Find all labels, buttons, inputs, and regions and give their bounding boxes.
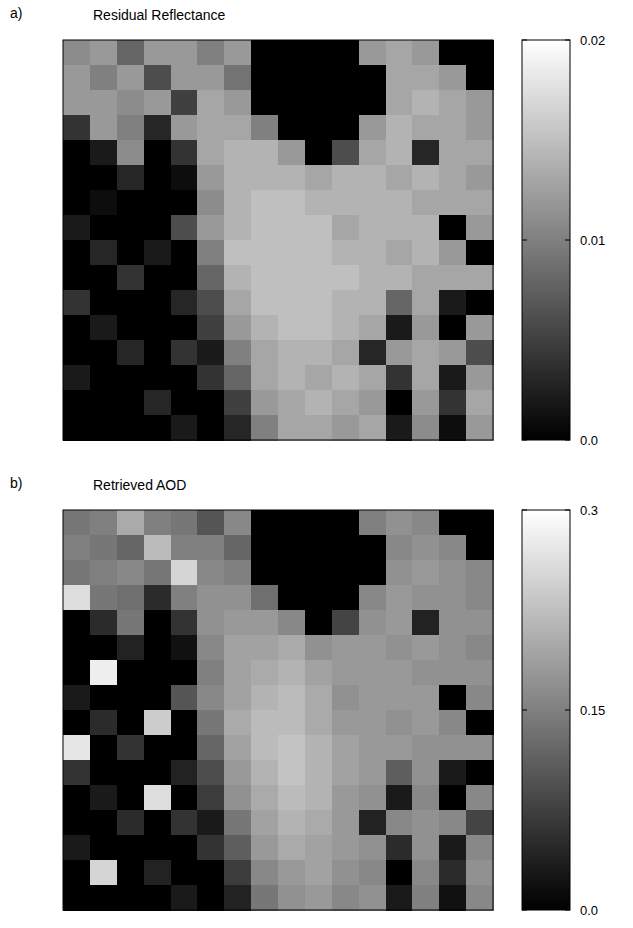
svg-text:0.0: 0.0	[580, 903, 598, 918]
svg-text:0.0: 0.0	[580, 433, 598, 448]
svg-text:b): b)	[10, 475, 22, 491]
svg-text:0.15: 0.15	[580, 703, 605, 718]
svg-text:Retrieved AOD: Retrieved AOD	[93, 477, 186, 493]
svg-text:0.01: 0.01	[580, 233, 605, 248]
svg-text:0.3: 0.3	[580, 503, 598, 518]
svg-text:0.02: 0.02	[580, 33, 605, 48]
svg-text:Residual Reflectance: Residual Reflectance	[93, 7, 226, 23]
svg-text:a): a)	[10, 5, 22, 21]
